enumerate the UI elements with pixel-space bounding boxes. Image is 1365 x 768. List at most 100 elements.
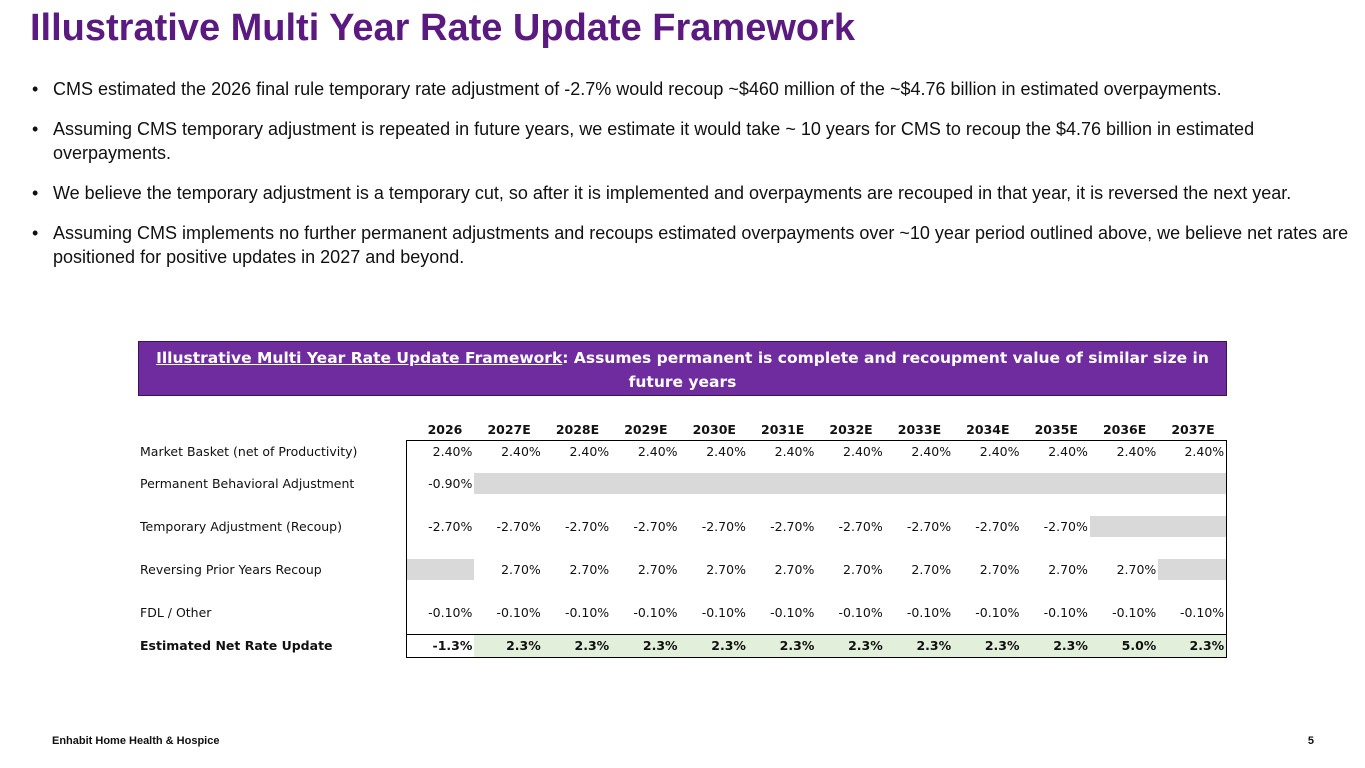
value-cell: 2.40% bbox=[911, 443, 952, 459]
grey-fill bbox=[884, 473, 954, 494]
value-cell: -2.70% bbox=[701, 519, 746, 534]
year-header: 2026 bbox=[406, 419, 475, 441]
grey-fill bbox=[406, 559, 475, 580]
value-cell: -0.10% bbox=[838, 604, 883, 620]
total-value-cell: 2.3% bbox=[542, 633, 612, 658]
value-cell: 2.70% bbox=[637, 562, 678, 577]
value-cell: -0.10% bbox=[496, 604, 541, 620]
grey-fill bbox=[679, 473, 748, 494]
value-cell: 2.40% bbox=[774, 443, 815, 459]
value-cell: -2.70% bbox=[633, 519, 678, 534]
value-cell: -0.10% bbox=[633, 604, 678, 620]
grey-fill bbox=[1089, 516, 1159, 537]
row-label: Reversing Prior Years Recoup bbox=[140, 562, 322, 577]
grey-fill bbox=[1158, 516, 1227, 537]
value-cell: 2.70% bbox=[501, 562, 541, 577]
bullet-dot: • bbox=[32, 79, 39, 99]
year-header: 2032E bbox=[816, 419, 885, 441]
grey-fill bbox=[1158, 559, 1227, 580]
value-cell: 2.40% bbox=[637, 443, 678, 459]
grey-fill bbox=[1158, 473, 1227, 494]
total-value-cell: 2.3% bbox=[611, 633, 680, 658]
header-blank bbox=[138, 419, 406, 440]
value-cell: -0.10% bbox=[906, 604, 952, 620]
total-value-cell: 2.3% bbox=[679, 633, 748, 658]
table-row: Reversing Prior Years Recoup 2.70% 2.70% 2.… bbox=[138, 548, 1228, 591]
rate-framework-table: 2026 2027E 2028E 2029E 2030E 2031E 2032E 2033E 2… bbox=[138, 419, 1228, 658]
value-cell: 2.70% bbox=[706, 562, 746, 577]
empty-cell bbox=[679, 462, 748, 505]
row-label: FDL / Other bbox=[140, 605, 212, 620]
table-row: Market Basket (net of Productivity) 2.40%… bbox=[138, 440, 1228, 462]
year-header: 2035E bbox=[1021, 419, 1090, 441]
value-cell: 2.70% bbox=[774, 562, 815, 577]
total-value-cell: -1.3% bbox=[405, 633, 475, 658]
value-cell: -2.70% bbox=[496, 519, 541, 534]
empty-cell bbox=[816, 462, 885, 505]
year-header: 2036E bbox=[1089, 419, 1159, 441]
value-cell: 2.40% bbox=[1116, 443, 1157, 459]
empty-cell bbox=[542, 462, 612, 505]
value-cell: 2.40% bbox=[843, 443, 883, 459]
grey-fill bbox=[1089, 473, 1159, 494]
value-cell: -0.10% bbox=[770, 604, 815, 620]
value-cell: 2.40% bbox=[569, 443, 610, 459]
bullet-dot: • bbox=[32, 223, 39, 243]
value-cell: -2.70% bbox=[1043, 519, 1088, 534]
total-value-cell: 2.3% bbox=[1021, 633, 1090, 658]
total-value-cell: 2.3% bbox=[953, 633, 1022, 658]
bullet-item: • We believe the temporary adjustment is … bbox=[32, 181, 1352, 205]
grey-fill bbox=[611, 473, 680, 494]
value-cell: -2.70% bbox=[838, 519, 883, 534]
empty-cell bbox=[953, 462, 1022, 505]
footer-company: Enhabit Home Health & Hospice bbox=[52, 735, 220, 747]
value-cell: -0.10% bbox=[975, 604, 1020, 620]
grey-fill bbox=[816, 473, 885, 494]
bullet-text: CMS estimated the 2026 final rule tempor… bbox=[53, 79, 1222, 99]
year-header: 2030E bbox=[679, 419, 748, 441]
row-label: Market Basket (net of Productivity) bbox=[140, 443, 358, 459]
grey-fill bbox=[474, 473, 543, 494]
bullet-item: • Assuming CMS temporary adjustment is re… bbox=[32, 117, 1352, 165]
empty-cell bbox=[1158, 462, 1228, 505]
banner-title: Illustrative Multi Year Rate Update Fram… bbox=[156, 349, 563, 367]
value-cell: -0.10% bbox=[1158, 591, 1228, 634]
empty-cell bbox=[405, 548, 475, 591]
value-cell: 2.40% bbox=[1048, 443, 1088, 459]
bullet-dot: • bbox=[32, 183, 39, 203]
table-row: FDL / Other -0.10% -0.10% -0.10% -0.10% -0.10… bbox=[138, 591, 1228, 634]
value-cell: 2.40% bbox=[706, 443, 746, 459]
value-cell: -0.10% bbox=[405, 591, 475, 634]
value-cell: -0.10% bbox=[564, 604, 610, 620]
empty-cell bbox=[474, 462, 543, 505]
empty-cell bbox=[1089, 462, 1159, 505]
total-value-cell: 2.3% bbox=[1158, 633, 1228, 658]
bullet-dot: • bbox=[32, 119, 39, 139]
year-header: 2028E bbox=[542, 419, 612, 441]
total-value-cell: 2.3% bbox=[747, 633, 817, 658]
value-cell: -2.70% bbox=[770, 519, 815, 534]
table-row: Temporary Adjustment (Recoup) -2.70% -2.70… bbox=[138, 505, 1228, 548]
value-cell: -2.70% bbox=[564, 519, 610, 534]
total-value-cell: 2.3% bbox=[474, 633, 543, 658]
value-cell: -2.70% bbox=[975, 519, 1020, 534]
total-value-cell: 2.3% bbox=[884, 633, 954, 658]
total-row: Estimated Net Rate Update -1.3% 2.3% 2.3% 2.… bbox=[138, 633, 1228, 658]
empty-cell bbox=[1089, 505, 1159, 548]
value-cell: -2.70% bbox=[405, 505, 475, 548]
empty-cell bbox=[1158, 505, 1228, 548]
value-cell: 2.70% bbox=[1048, 562, 1088, 577]
row-label: Temporary Adjustment (Recoup) bbox=[140, 519, 342, 534]
bullet-item: • Assuming CMS implements no further perm… bbox=[32, 221, 1352, 269]
grey-fill bbox=[1021, 473, 1090, 494]
empty-cell bbox=[1158, 548, 1228, 591]
total-label: Estimated Net Rate Update bbox=[140, 638, 333, 653]
page-number: 5 bbox=[1307, 735, 1314, 747]
value-cell: -2.70% bbox=[906, 519, 952, 534]
total-value-cell: 5.0% bbox=[1089, 633, 1159, 658]
value-cell: -0.10% bbox=[1043, 604, 1088, 620]
total-value-cell: 2.3% bbox=[816, 633, 885, 658]
banner-subtitle-line2: and CMS current estimated recoupment val… bbox=[405, 397, 960, 415]
bullet-text: Assuming CMS temporary adjustment is rep… bbox=[53, 119, 1255, 163]
year-header: 2027E bbox=[474, 419, 543, 441]
